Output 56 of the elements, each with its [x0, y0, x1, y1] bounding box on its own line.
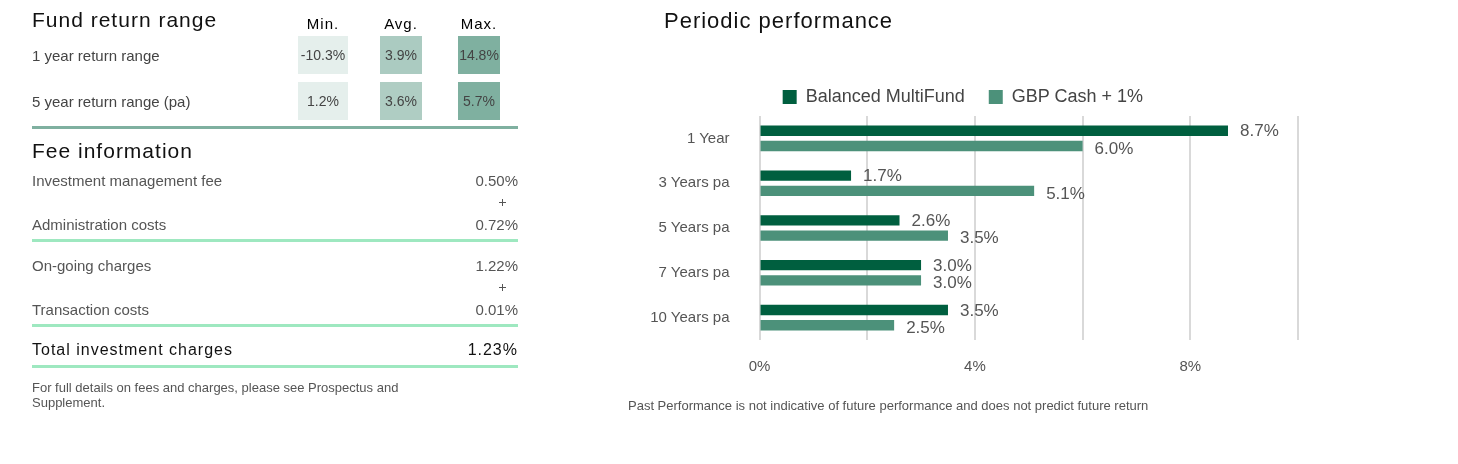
data-label: 14.8% [458, 36, 500, 74]
data-label: 3.5% [959, 228, 999, 248]
data-label: 8.7% [1240, 121, 1279, 141]
text: For full details on fees and charges, please see Prospectus and Supplement. [32, 380, 400, 410]
bar [760, 260, 922, 271]
category-label: Transaction costs [32, 300, 149, 318]
legend-label: GBP Cash + 1% [1011, 85, 1144, 106]
bar [760, 140, 1083, 152]
data-label: 5.7% [458, 82, 500, 120]
x-tick-label: 0% [748, 357, 771, 375]
bar [760, 215, 900, 226]
chart-title: Periodic performance [664, 8, 895, 34]
y-tick-label: 5 Years pa [658, 218, 731, 236]
bar [760, 275, 922, 286]
x-tick-label: Min. [305, 15, 341, 32]
bar [760, 125, 1228, 136]
x-tick-label: 8% [1179, 357, 1202, 375]
data-label: 3.5% [959, 300, 999, 320]
data-label: 5.1% [1046, 183, 1085, 203]
text: 0.72% [475, 215, 518, 233]
bar [760, 185, 1035, 196]
data-label: 3.6% [380, 82, 422, 120]
category-label: Investment management fee [32, 171, 223, 189]
chart-title: Fund return range [32, 8, 219, 32]
data-label: 1.2% [298, 82, 348, 120]
data-label: 3.9% [380, 36, 422, 74]
category-label: Total investment charges [32, 341, 233, 359]
bar [760, 304, 948, 316]
category-label: Administration costs [32, 215, 167, 233]
y-tick-label: 1 Year [686, 128, 730, 146]
x-tick-label: 4% [964, 357, 986, 375]
data-label: 1.7% [863, 166, 902, 186]
x-tick-label: Avg. [383, 15, 419, 32]
text: 1.22% [475, 256, 518, 274]
category-label: On-going charges [32, 256, 152, 274]
y-tick-label: 5 year return range (pa) [32, 92, 192, 110]
y-tick-label: 1 year return range [32, 46, 161, 64]
bar [760, 230, 948, 241]
text: 1.23% [467, 341, 518, 358]
y-tick-label: 10 Years pa [650, 307, 731, 325]
text: Fee information [32, 139, 194, 163]
legend-label: Balanced MultiFund [805, 85, 965, 106]
y-tick-label: 3 Years pa [658, 173, 731, 191]
data-label: 3.0% [933, 273, 972, 293]
data-label: 2.6% [911, 211, 951, 231]
data-label: 3.0% [933, 255, 972, 275]
data-label: -10.3% [298, 36, 348, 74]
x-tick-label: Max. [459, 15, 499, 32]
bar [760, 170, 852, 181]
text: Past Performance is not indicative of future performance and does not predict future return [628, 398, 1150, 413]
text: 0.50% [475, 171, 518, 189]
text: 0.01% [475, 300, 518, 318]
data-label: 2.5% [906, 317, 945, 337]
bar [760, 320, 895, 331]
data-label: 6.0% [1094, 138, 1134, 158]
y-tick-label: 7 Years pa [658, 262, 731, 280]
